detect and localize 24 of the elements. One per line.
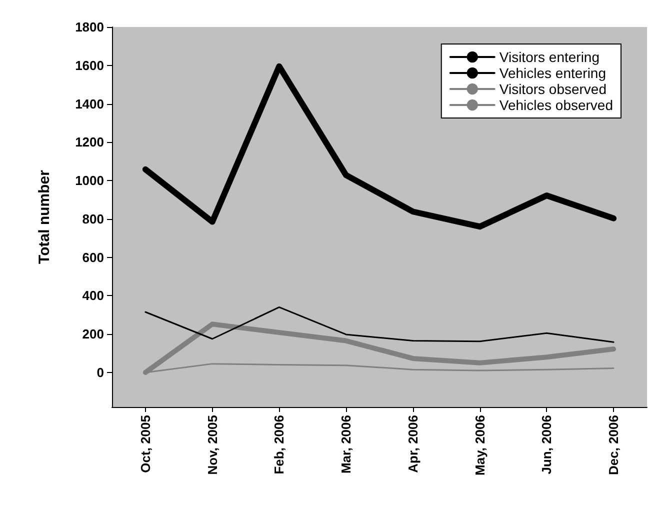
y-tick-label: 600 bbox=[82, 250, 104, 265]
y-tick-label: 1800 bbox=[75, 20, 104, 34]
x-tick-label: Feb, 2006 bbox=[272, 415, 287, 474]
x-tick-label: Oct, 2005 bbox=[138, 415, 153, 473]
y-tick-label: 400 bbox=[82, 288, 104, 304]
line-series bbox=[144, 306, 614, 343]
legend-label: Vehicles observed bbox=[499, 97, 614, 113]
x-tick-label: May, 2006 bbox=[472, 415, 488, 476]
legend-label: Visitors observed bbox=[499, 81, 607, 97]
y-tick-label: 800 bbox=[82, 211, 104, 226]
y-tick-label: 200 bbox=[82, 326, 104, 342]
x-tick-label: Dec, 2006 bbox=[606, 415, 622, 475]
x-tick-label: Jun, 2006 bbox=[539, 415, 554, 474]
x-tick-label: Apr, 2006 bbox=[405, 415, 420, 473]
y-tick-label: 0 bbox=[96, 364, 104, 380]
y-tick-label: 1600 bbox=[75, 58, 104, 73]
y-axis-title: Total number bbox=[36, 170, 53, 264]
y-tick-label: 1400 bbox=[75, 96, 104, 112]
y-tick-label: 1000 bbox=[75, 173, 104, 188]
x-tick-label: Nov, 2005 bbox=[204, 415, 220, 475]
x-tick-label: Mar, 2006 bbox=[338, 415, 354, 474]
y-tick-label: 1200 bbox=[75, 134, 104, 150]
legend-label: Visitors entering bbox=[499, 49, 600, 65]
legend-label: Vehicles entering bbox=[499, 65, 606, 81]
